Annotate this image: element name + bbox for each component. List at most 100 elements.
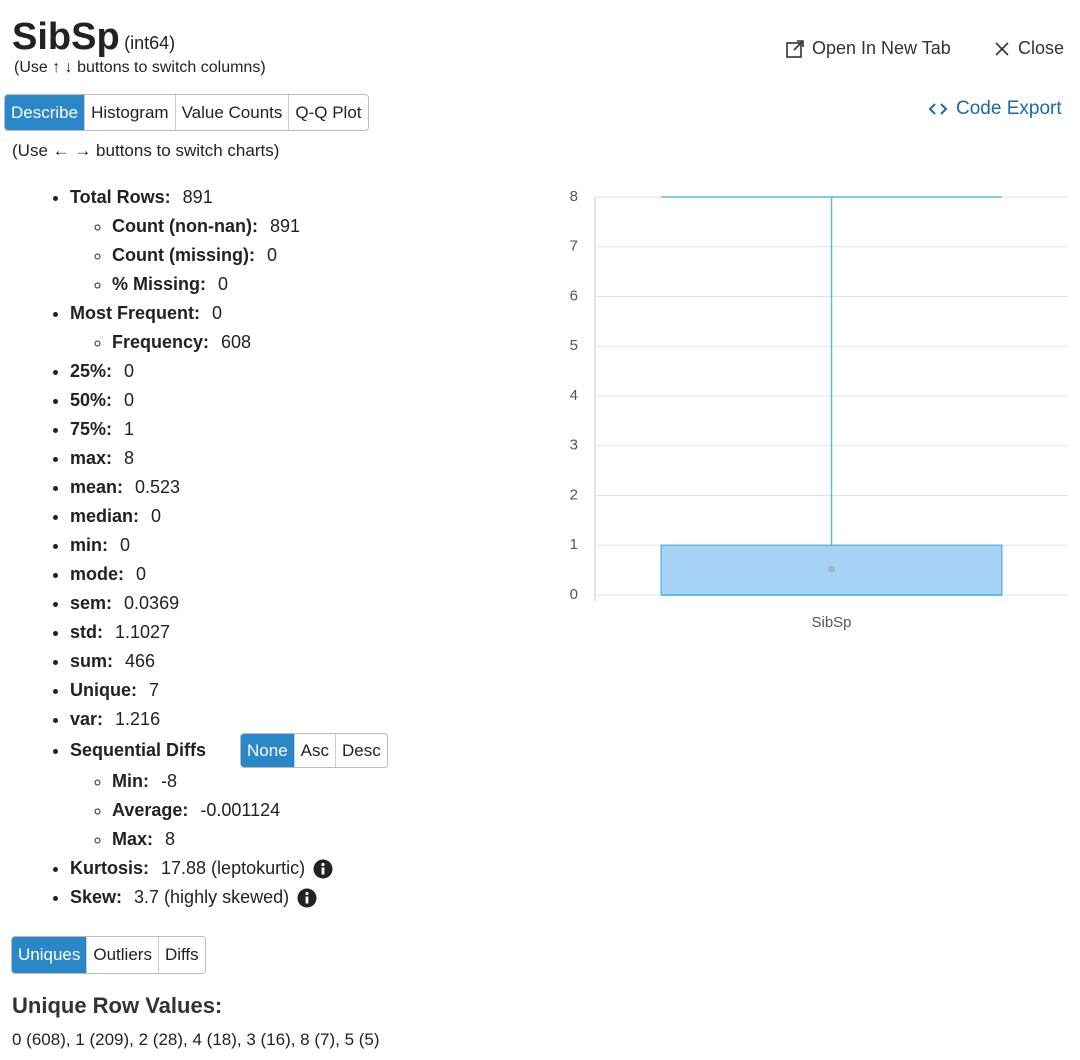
code-export[interactable]: Code Export xyxy=(928,98,1062,120)
tab-button[interactable]: Desc xyxy=(335,734,387,767)
stat-value: 0.523 xyxy=(135,477,181,497)
stat-label: sum: xyxy=(70,651,114,671)
y-tick-label: 5 xyxy=(570,337,578,354)
stat-item: Skew: 3.7 (highly skewed) xyxy=(70,883,388,912)
stat-value: 0 xyxy=(212,303,223,323)
sub-list: Frequency: 608 xyxy=(112,328,388,357)
stat-item: median: 0 xyxy=(70,502,388,531)
y-tick-label: 3 xyxy=(570,437,578,454)
stat-value: 891 xyxy=(182,187,213,207)
stat-value: 0 xyxy=(124,361,135,381)
stat-item: Most Frequent: 0 Frequency: 608 xyxy=(70,299,388,357)
stat-item: sem: 0.0369 xyxy=(70,589,388,618)
stat-value: 8 xyxy=(124,448,135,468)
stat-label: Average: xyxy=(112,800,189,820)
tab-button[interactable]: Q-Q Plot xyxy=(288,95,368,130)
stat-value: 1.1027 xyxy=(115,622,171,642)
tab-button[interactable]: Uniques xyxy=(12,937,87,973)
tab-button[interactable]: None xyxy=(241,734,294,767)
stat-value: 0 xyxy=(266,245,277,265)
code-icon xyxy=(928,103,948,115)
stat-item: 50%: 0 xyxy=(70,386,388,415)
stats-list: Total Rows:891Count (non-nan):891Count (… xyxy=(70,183,388,912)
chart-hint: (Use ← → buttons to switch charts) xyxy=(12,141,280,160)
stat-item: Count (non-nan): 891 xyxy=(112,212,388,241)
stat-value: 3.7 (highly skewed) xyxy=(134,887,290,907)
stat-label: Most Frequent: xyxy=(70,303,200,323)
stat-label: Total Rows: xyxy=(70,187,171,207)
tab-button[interactable]: Diffs xyxy=(157,937,205,973)
stat-label: 75%: xyxy=(70,419,113,439)
info-icon[interactable] xyxy=(313,859,333,879)
stat-label: Min: xyxy=(112,771,149,791)
y-tick-label: 8 xyxy=(570,188,578,205)
stat-label: Skew: xyxy=(70,887,123,907)
dtype: (int64) xyxy=(124,33,176,53)
stat-item: Average: -0.001124 xyxy=(112,796,388,825)
stat-value: 7 xyxy=(149,680,160,700)
stat-item: % Missing: 0 xyxy=(112,270,388,299)
stat-label: % Missing: xyxy=(112,274,207,294)
stat-value: 0 xyxy=(218,274,229,294)
close-icon xyxy=(995,41,1009,56)
stat-label: mode: xyxy=(70,564,124,584)
open-new-tab[interactable]: Open In New Tab xyxy=(786,38,951,59)
stat-item: Min: -8 xyxy=(112,767,388,796)
sub-list: Count (non-nan):891Count (missing):0% Mi… xyxy=(112,212,388,299)
external-icon xyxy=(786,39,804,58)
close[interactable]: Close xyxy=(994,38,1064,59)
tab-button[interactable]: Histogram xyxy=(84,95,175,130)
stat-label: Sequential Diffs xyxy=(70,740,207,760)
open-new-tab-label: Open In New Tab xyxy=(812,38,951,58)
stat-value: 0 xyxy=(136,564,147,584)
stat-label: std: xyxy=(70,622,103,642)
sub-list: Min: -8 Average: -0.001124 Max: 8 xyxy=(112,767,388,854)
bottom-tabs: Uniques Outliers Diffs xyxy=(11,936,206,974)
y-tick-label: 2 xyxy=(570,486,578,503)
stat-item: var: 1.216 xyxy=(70,705,388,734)
stat-item: 25%: 0 xyxy=(70,357,388,386)
y-tick-label: 6 xyxy=(570,287,578,304)
box xyxy=(660,544,1003,596)
tab-button[interactable]: Describe xyxy=(5,95,85,130)
stat-value: -8 xyxy=(160,771,177,791)
y-tick-label: 7 xyxy=(570,238,578,255)
stat-item: Kurtosis: 17.88 (leptokurtic) xyxy=(70,854,388,883)
stat-label: var: xyxy=(70,709,104,729)
stat-value: 466 xyxy=(125,651,156,671)
tab-button[interactable]: Value Counts xyxy=(174,95,289,130)
stat-value: 0 xyxy=(120,535,131,555)
stat-label: sem: xyxy=(70,593,113,613)
stat-item: Unique: 7 xyxy=(70,676,388,705)
stat-item: Frequency: 608 xyxy=(112,328,388,357)
unique-title: Unique Row Values: xyxy=(12,993,223,1018)
title-row: SibSp (int64) xyxy=(12,16,175,59)
info-icon[interactable] xyxy=(297,888,317,908)
stat-item: mode: 0 xyxy=(70,560,388,589)
y-tick-label: 0 xyxy=(570,586,578,603)
stat-label: Count (non-nan): xyxy=(112,216,258,236)
stat-value: 0 xyxy=(151,506,162,526)
stat-label: mean: xyxy=(70,477,124,497)
stat-label: Kurtosis: xyxy=(70,858,150,878)
tab-button[interactable]: Outliers xyxy=(86,937,158,973)
stat-item: Max: 8 xyxy=(112,825,388,854)
stat-label: Unique: xyxy=(70,680,137,700)
stat-item: min: 0 xyxy=(70,531,388,560)
stat-value: 891 xyxy=(269,216,300,236)
tab-button[interactable]: Asc xyxy=(293,734,336,767)
diff-buttons: None Asc Desc xyxy=(240,733,388,768)
stat-label: max: xyxy=(70,448,113,468)
stat-label: median: xyxy=(70,506,140,526)
mean-dot xyxy=(828,565,835,573)
stat-value: -0.001124 xyxy=(200,800,281,820)
stat-item: mean: 0.523 xyxy=(70,473,388,502)
stat-value: 608 xyxy=(221,332,252,352)
code-export-label: Code Export xyxy=(956,98,1062,119)
close-label: Close xyxy=(1018,38,1065,58)
stat-item: 75%: 1 xyxy=(70,415,388,444)
stat-item: sum: 466 xyxy=(70,647,388,676)
